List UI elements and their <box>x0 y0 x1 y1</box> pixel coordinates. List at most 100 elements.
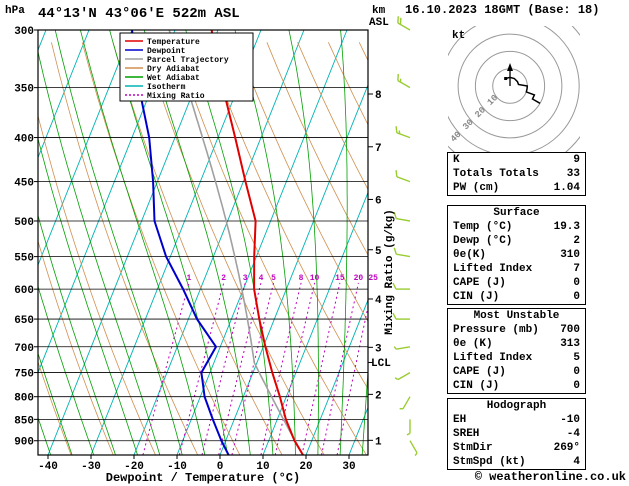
pressure-tick-label: 850 <box>14 415 34 427</box>
stat-label: Temp (°C) <box>453 221 513 233</box>
stat-value: 7 <box>573 263 580 275</box>
stat-label: StmSpd (kt) <box>453 456 526 468</box>
mixing-ratio-line <box>321 282 359 455</box>
stat-label: PW (cm) <box>453 182 500 194</box>
stat-row: CAPE (J) 0 <box>448 365 585 379</box>
indices-table: K 9 Totals Totals 33 PW (cm) 1.04 <box>447 152 586 196</box>
stat-value: 4 <box>573 456 580 468</box>
hodograph-unit-label: kt <box>452 30 465 42</box>
wind-barb-line <box>393 211 397 219</box>
pressure-tick-label: 600 <box>14 285 34 297</box>
mixing-ratio-line <box>218 282 262 455</box>
stat-label: CIN (J) <box>453 291 500 303</box>
stat-row: Lifted Index 5 <box>448 351 585 365</box>
km-axis-label: km <box>372 5 386 17</box>
plot-frame <box>37 29 369 456</box>
hodograph-ring-label: 10 <box>485 93 500 108</box>
parcel-curve <box>168 30 304 455</box>
stat-value: 2 <box>573 235 580 247</box>
wind-barb-line <box>397 16 399 24</box>
dry-adiabat-line <box>204 42 368 390</box>
temp-tick-label: 30 <box>342 461 355 473</box>
pressure-tick-label: 300 <box>14 26 34 38</box>
temp-tick-label: -40 <box>38 461 58 473</box>
table-title: Most Unstable <box>473 310 560 322</box>
isotherm-line <box>262 191 368 455</box>
pressure-tick-label: 450 <box>14 178 34 190</box>
wind-barb-line <box>409 440 418 454</box>
dry-adiabat-line <box>297 42 368 191</box>
stat-label: K <box>453 154 460 166</box>
skewt-chart: 1 2 3 4 5 8 10 15 20 2530035040045050055060065070… <box>0 5 418 485</box>
km-tick-label: 5 <box>375 246 382 258</box>
surface-table: Surface Temp (°C) 19.3 Dewp (°C) 2 θe(K) 310 Li… <box>447 205 586 305</box>
dry-adiabat-line <box>81 42 241 455</box>
stat-row: CAPE (J) 0 <box>448 276 585 290</box>
wind-barb <box>395 170 411 183</box>
temp-tick-label: -20 <box>124 461 144 473</box>
plot-layers: 1 2 3 4 5 8 10 15 20 2530035040045050055060065070… <box>0 16 418 473</box>
table-title: Surface <box>493 207 540 219</box>
wind-barb-line <box>394 377 399 381</box>
mixing-ratio-line <box>260 282 302 455</box>
wind-barb <box>395 126 411 139</box>
dry-adiabat-line <box>266 42 368 256</box>
table-title: Hodograph <box>486 400 547 412</box>
wet-adiabat-line <box>109 30 228 455</box>
legend-label: Dewpoint <box>147 47 186 56</box>
wind-barb-line <box>392 282 397 290</box>
mixing-ratio-line <box>178 282 225 455</box>
wind-barb-line <box>393 346 397 350</box>
pressure-tick-label: 900 <box>14 437 34 449</box>
x-axis-title: Dewpoint / Temperature (°C) <box>106 471 300 485</box>
dry-adiabat-line <box>38 360 72 455</box>
mixing-ratio-value-label: 4 <box>259 274 264 283</box>
wet-adiabat-line <box>0 30 8 455</box>
dry-adiabat-line <box>51 42 199 455</box>
stat-value: 1.04 <box>553 182 580 194</box>
stat-value: 33 <box>566 168 580 180</box>
wind-barb <box>392 312 410 320</box>
pressure-tick-label: 350 <box>14 84 34 96</box>
hodograph-ring <box>448 26 580 152</box>
datetime-title: 16.10.2023 18GMT (Base: 18) <box>405 3 600 17</box>
pressure-tick-label: 800 <box>14 393 34 405</box>
wind-barb-line <box>398 130 401 134</box>
wind-barb-line <box>402 396 411 410</box>
mixing-ratio-line <box>336 304 368 455</box>
stat-label: θe (K) <box>453 338 493 350</box>
wind-barb-line <box>395 170 398 177</box>
stat-value: 269° <box>553 442 580 454</box>
hodograph-ring-label: 20 <box>473 105 488 120</box>
pressure-tick-label: 650 <box>14 315 34 327</box>
temperature-curve <box>210 30 304 455</box>
wind-barb-line <box>397 371 411 381</box>
isotherm-line <box>305 298 368 455</box>
isotherm-line <box>38 30 133 267</box>
km-tick-label: 4 <box>375 295 382 307</box>
wind-barb-line <box>396 253 411 258</box>
wind-barb <box>394 371 411 381</box>
stat-row: Pressure (mb) 700 <box>448 323 585 337</box>
hodograph-arrow-head <box>507 63 513 71</box>
wind-barb <box>399 396 411 410</box>
isotherm-line <box>219 83 368 455</box>
mixing-ratio-value-label: 15 <box>335 274 345 283</box>
dry-adiabat-line <box>174 42 367 455</box>
temp-tick-label: 10 <box>256 461 269 473</box>
stat-value: -10 <box>560 414 580 426</box>
wind-barb-line <box>393 247 397 255</box>
wind-barb-line <box>397 22 411 31</box>
mixing-ratio-value-label: 3 <box>243 274 248 283</box>
stat-label: StmDir <box>453 442 493 454</box>
pressure-tick-label: 400 <box>14 134 34 146</box>
dewpoint-curve <box>131 30 230 455</box>
stat-value: 0 <box>573 380 580 392</box>
temp-tick-label: 20 <box>299 461 312 473</box>
km-tick-label: 7 <box>375 143 382 155</box>
wind-barb <box>397 73 411 89</box>
stat-row: CIN (J) 0 <box>448 290 585 304</box>
asl-axis-label: ASL <box>369 17 389 29</box>
